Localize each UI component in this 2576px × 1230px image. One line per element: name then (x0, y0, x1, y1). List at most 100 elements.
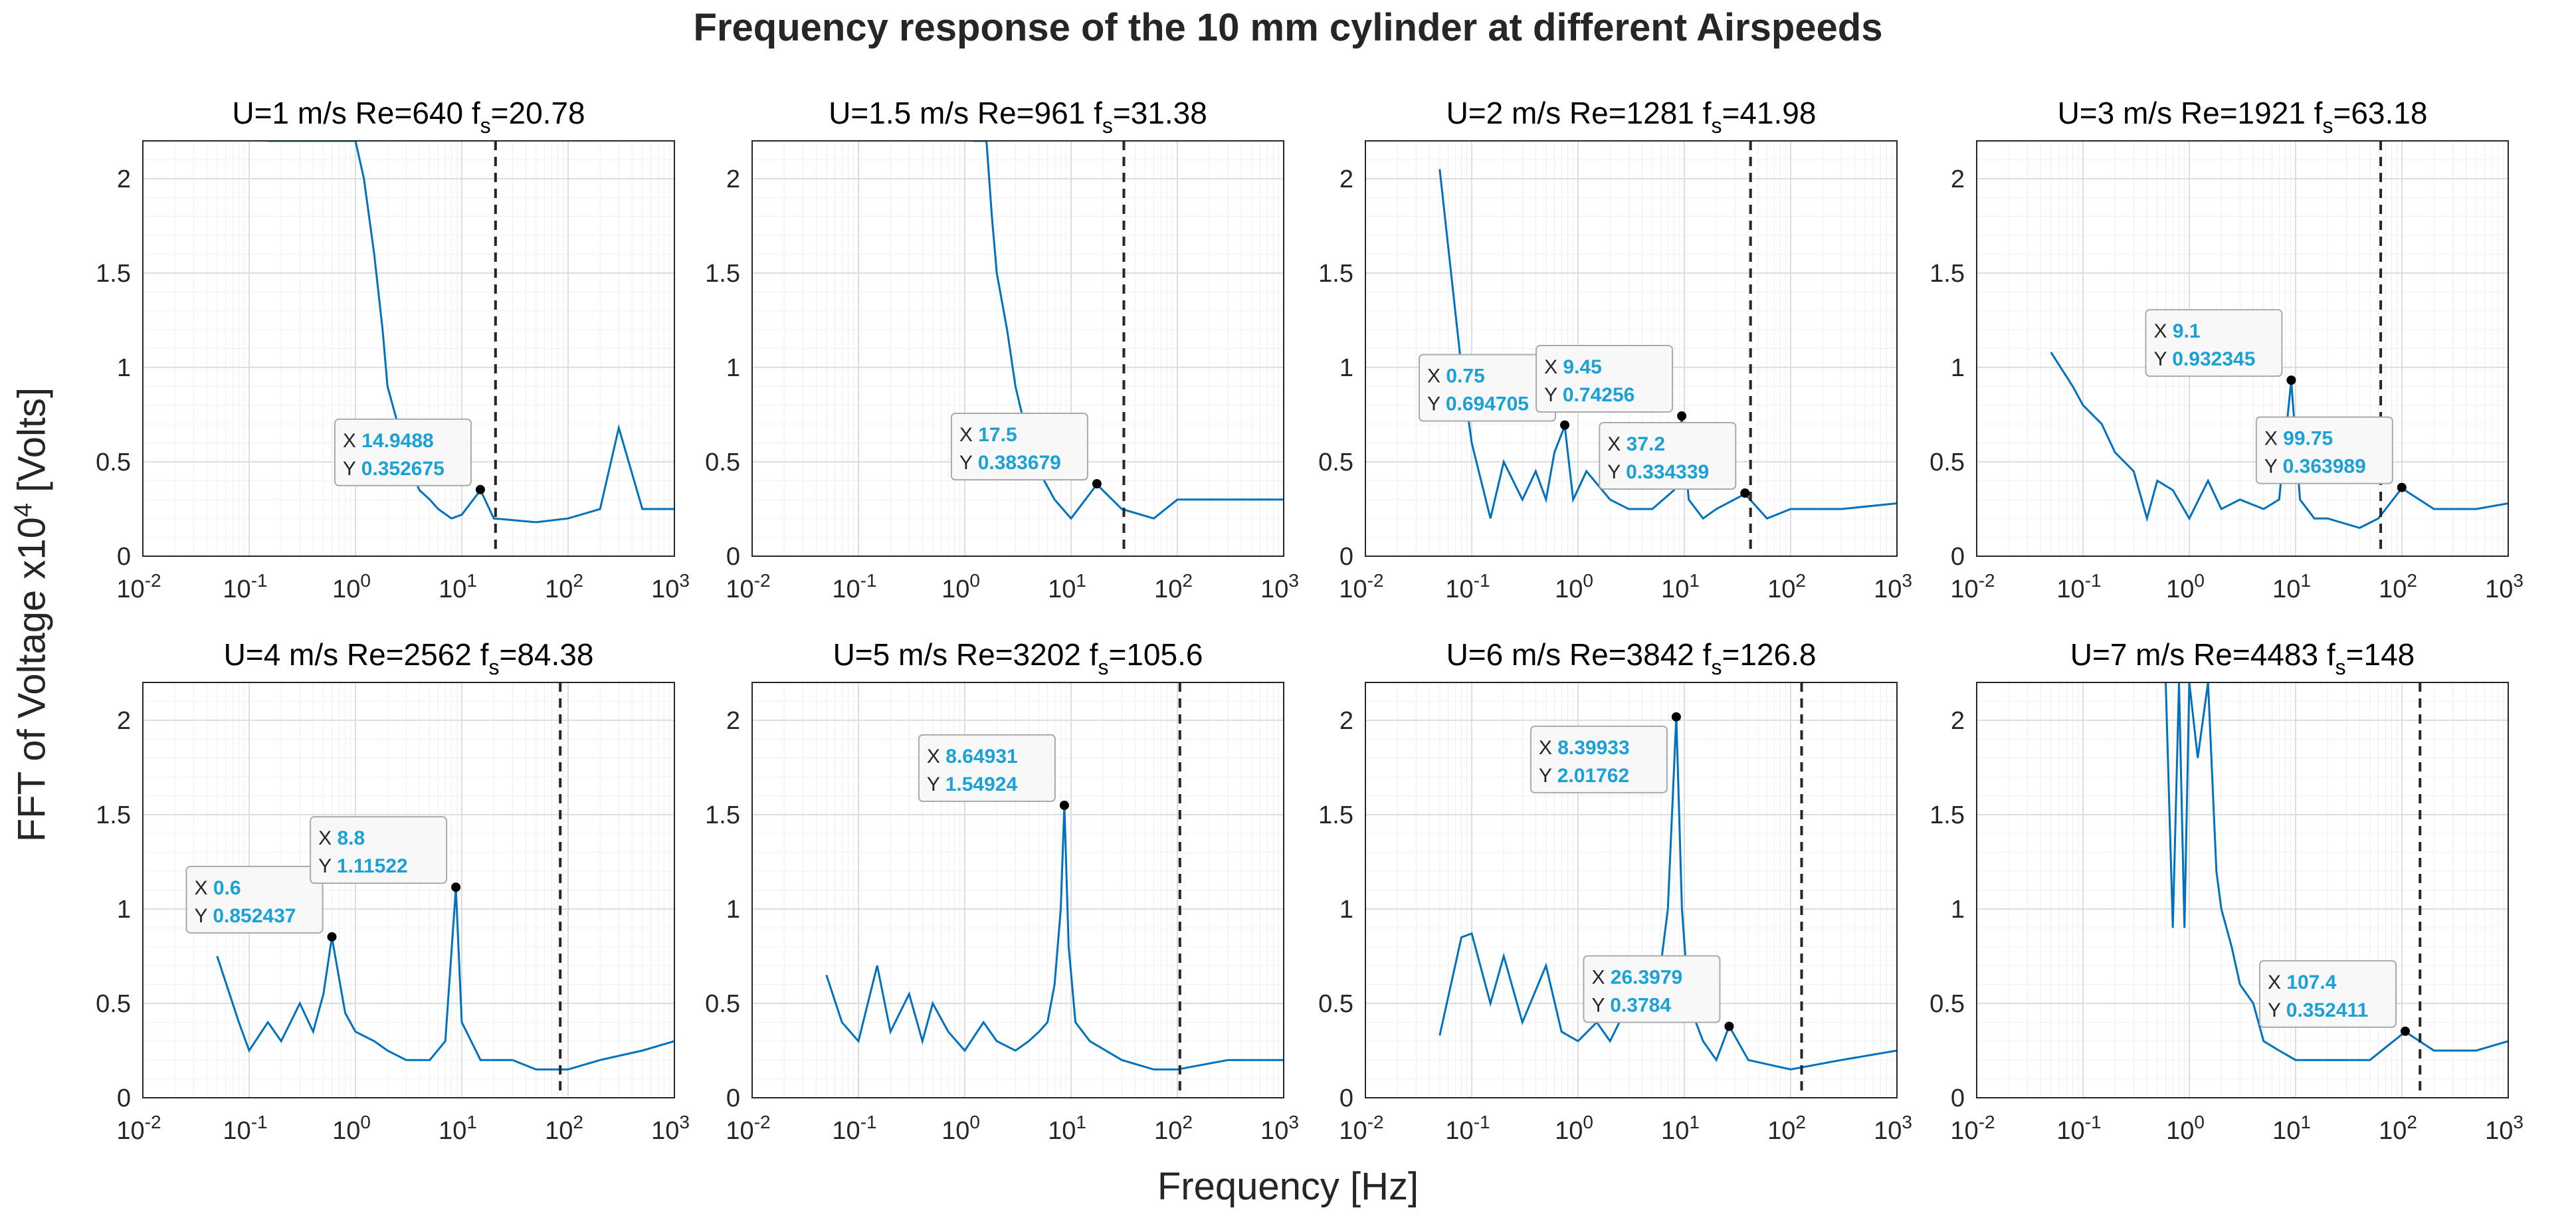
chart-4-y-tick-label: 2 (1951, 165, 1965, 193)
chart-2-group: 10-2 10-1 100 101 102 103 0 0.5 1 1.5 2 U=1.5 m/s R… (705, 96, 1299, 603)
chart-3-datatip-y: Y 0.334339 (1607, 461, 1709, 483)
chart-2-x-tick-label: 100 (941, 570, 980, 603)
chart-8-datatip-y: Y 0.352411 (2268, 999, 2368, 1021)
chart-6-x-tick-label: 103 (1260, 1112, 1299, 1145)
chart-5-subtitle: U=4 m/s Re=2562 fs=84.38 (224, 637, 594, 679)
chart-5-y-tick-label: 0 (117, 1084, 131, 1112)
chart-4-datatip-y: Y 0.932345 (2153, 348, 2255, 370)
chart-2-y-tick-label: 2 (726, 165, 740, 193)
chart-7-datatip-marker (1724, 1021, 1734, 1031)
chart-3-y-tick-label: 2 (1339, 165, 1353, 193)
chart-4-x-tick-label: 10-2 (1950, 570, 1995, 603)
chart-1-subtitle: U=1 m/s Re=640 fs=20.78 (232, 96, 585, 138)
chart-4-axes-box (1976, 140, 2509, 557)
chart-8-datatip-marker (2400, 1026, 2410, 1036)
chart-8-datatip-box (2258, 960, 2397, 1028)
chart-1-y-tick-label: 1 (117, 354, 131, 382)
chart-2-y-tick-label: 1 (726, 354, 740, 382)
chart-4-datatip-marker (2397, 482, 2407, 492)
chart-6-y-tick-label: 0 (726, 1084, 740, 1112)
chart-3-datatip-x: X 0.75 (1427, 365, 1485, 387)
chart-6-group: 10-2 10-1 100 101 102 103 0 0.5 1 1.5 2 U=5 m/s Re=… (705, 637, 1299, 1145)
chart-4-series-line (2050, 352, 2508, 530)
chart-6-y-tick-label: 2 (726, 707, 740, 735)
chart-4-y-tick-label: 0 (1951, 543, 1965, 571)
chart-4-x-tick-label: 10-1 (2056, 570, 2101, 603)
chart-2-x-tick-label: 103 (1260, 570, 1299, 603)
chart-1-group: 10-2 10-1 100 101 102 103 0 0.5 1 1.5 2 U=1 m/s Re=… (96, 96, 690, 603)
chart-8-axes-box (1976, 682, 2509, 1098)
chart-7-datatip-box (1583, 955, 1721, 1023)
chart-5-x-tick-label: 102 (545, 1112, 583, 1145)
chart-4-datatip-marker (2286, 375, 2296, 385)
chart-4-y-tick-label: 1.5 (1930, 260, 1965, 288)
chart-3-datatip-marker (1740, 488, 1750, 498)
chart-2-x-tick-label: 10-1 (832, 570, 876, 603)
chart-5-x-tick-label: 100 (332, 1112, 371, 1145)
chart-7-group: 10-2 10-1 100 101 102 103 0 0.5 1 1.5 2 U=6 m/s Re=… (1318, 637, 1912, 1145)
chart-1-datatip-box (334, 418, 472, 486)
chart-5-datatip-marker (451, 882, 461, 892)
chart-5-datatip-x: X 0.6 (195, 877, 241, 899)
chart-6-subtitle: U=5 m/s Re=3202 fs=105.6 (833, 637, 1203, 679)
chart-1-datatip-y: Y 0.352675 (343, 458, 445, 480)
chart-3-y-tick-label: 0.5 (1318, 449, 1353, 476)
chart-7-datatip-x: X 8.39933 (1539, 737, 1630, 759)
chart-4-y-tick-label: 1 (1951, 354, 1965, 382)
chart-2-x-tick-label: 102 (1154, 570, 1193, 603)
chart-3-datatip-marker (1677, 411, 1687, 421)
chart-5-x-tick-label: 10-1 (223, 1112, 267, 1145)
chart-2-subtitle: U=1.5 m/s Re=961 fs=31.38 (829, 96, 1207, 138)
chart-6-datatip-box (918, 734, 1056, 802)
chart-2-x-tick-label: 10-2 (726, 570, 770, 603)
chart-3-y-tick-label: 0 (1339, 543, 1353, 571)
x-axis-label: Frequency [Hz] (1157, 1165, 1419, 1208)
chart-1-x-tick-label: 102 (545, 570, 583, 603)
chart-6-datatip-y: Y 1.54924 (927, 773, 1018, 795)
chart-7-x-tick-label: 100 (1555, 1112, 1593, 1145)
chart-5-series-line (216, 888, 674, 1071)
chart-1-x-tick-label: 100 (332, 570, 371, 603)
chart-6-y-tick-label: 1.5 (705, 801, 740, 829)
chart-5-group: 10-2 10-1 100 101 102 103 0 0.5 1 1.5 2 U=4 m/s Re=… (96, 637, 690, 1145)
chart-7-x-tick-label: 103 (1874, 1112, 1912, 1145)
chart-3-x-tick-label: 10-1 (1445, 570, 1490, 603)
chart-5-datatip-y: Y 0.852437 (195, 905, 296, 927)
chart-4-x-tick-label: 101 (2272, 570, 2311, 603)
chart-4-subtitle: U=3 m/s Re=1921 fs=63.18 (2058, 96, 2428, 138)
chart-4-x-tick-label: 102 (2379, 570, 2417, 603)
chart-1-datatip-marker (475, 484, 485, 494)
chart-1-y-tick-label: 0.5 (96, 449, 131, 476)
chart-4-datatip-x: X 99.75 (2264, 428, 2333, 450)
chart-3-y-tick-label: 1 (1339, 354, 1353, 382)
chart-8-y-tick-label: 0.5 (1930, 990, 1965, 1018)
chart-2-datatip-box (950, 413, 1088, 481)
chart-4-y-tick-label: 0.5 (1930, 449, 1965, 476)
chart-8-datatip-x: X 107.4 (2268, 972, 2337, 993)
chart-8-y-tick-label: 2 (1951, 707, 1965, 735)
chart-7-x-tick-label: 101 (1661, 1112, 1700, 1145)
chart-1-x-tick-label: 10-2 (116, 570, 161, 603)
chart-7-subtitle: U=6 m/s Re=3842 fs=126.8 (1446, 637, 1817, 679)
chart-7-x-tick-label: 102 (1767, 1112, 1806, 1145)
chart-3-x-tick-label: 102 (1767, 570, 1806, 603)
chart-7-datatip-y: Y 0.3784 (1591, 995, 1671, 1017)
chart-5-x-tick-label: 103 (651, 1112, 690, 1145)
chart-1-y-tick-label: 0 (117, 543, 131, 571)
chart-3-datatip-y: Y 0.74256 (1544, 384, 1635, 406)
chart-8-group: 10-2 10-1 100 101 102 103 0 0.5 1 1.5 2 U=7 m/s Re=… (1930, 637, 2524, 1145)
chart-7-y-tick-label: 2 (1339, 707, 1353, 735)
chart-7-y-tick-label: 1.5 (1318, 801, 1353, 829)
chart-1-axes-box (142, 140, 675, 557)
chart-7-datatip-y: Y 2.01762 (1539, 765, 1629, 787)
chart-4-datatip-box (2255, 416, 2393, 484)
chart-4-x-tick-label: 100 (2166, 570, 2205, 603)
chart-6-x-tick-label: 102 (1154, 1112, 1193, 1145)
chart-7-datatip-marker (1671, 712, 1681, 722)
chart-1-y-tick-label: 1.5 (96, 260, 131, 288)
chart-8-x-tick-label: 10-2 (1950, 1112, 1995, 1145)
chart-3-subtitle: U=2 m/s Re=1281 fs=41.98 (1446, 96, 1817, 138)
chart-5-datatip-y: Y 1.11522 (318, 855, 408, 877)
chart-3-axes-box (1365, 140, 1898, 557)
